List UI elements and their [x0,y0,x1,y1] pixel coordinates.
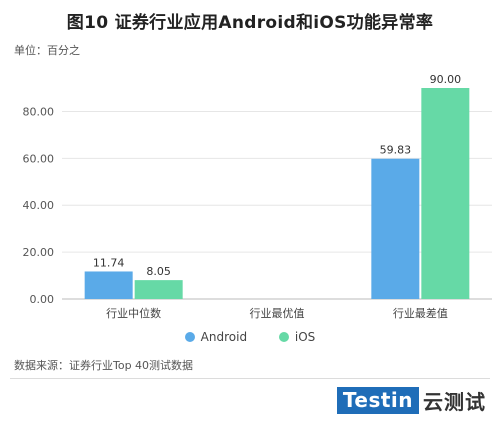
unit-label: 单位：百分之 [14,44,80,57]
data-source-note: 数据来源：证券行业Top 40测试数据 [14,359,194,372]
bar-chart: 0.00 20.00 40.00 60.00 80.00 11.74 8.05 行业中位数 行业… [23,73,492,320]
legend: Android iOS [0,330,500,345]
y-tick-label: 60.00 [23,152,55,165]
footer-divider [10,378,490,379]
brand-text: 云测试 [423,390,486,414]
y-tick-label: 0.00 [30,293,55,306]
x-tick-label: 行业最差值 [393,306,448,320]
bar-ios-2 [421,88,470,299]
data-label: 8.05 [146,265,171,278]
y-tick-label: 80.00 [23,105,55,118]
bar-android-2 [371,158,420,299]
y-tick-label: 20.00 [23,246,55,259]
ios-swatch-icon [278,332,289,342]
legend-label-android: Android [200,330,248,344]
legend-item-android: Android [184,330,248,344]
data-label: 59.83 [380,144,412,157]
x-tick-label: 行业中位数 [106,306,161,320]
data-label: 90.00 [430,73,462,86]
legend-item-ios: iOS [278,330,316,344]
bar-ios-0 [134,280,183,299]
y-tick-label: 40.00 [23,199,55,212]
chart-title: 图10 证券行业应用Android和iOS功能异常率 [66,13,434,33]
brand-box: Testin [336,387,419,414]
bar-android-0 [84,271,133,299]
testin-logo: Testin 云测试 [336,386,486,415]
android-swatch-icon [184,332,195,342]
x-tick-label: 行业最优值 [250,307,305,320]
data-label: 11.74 [93,256,125,269]
legend-label-ios: iOS [294,330,316,344]
